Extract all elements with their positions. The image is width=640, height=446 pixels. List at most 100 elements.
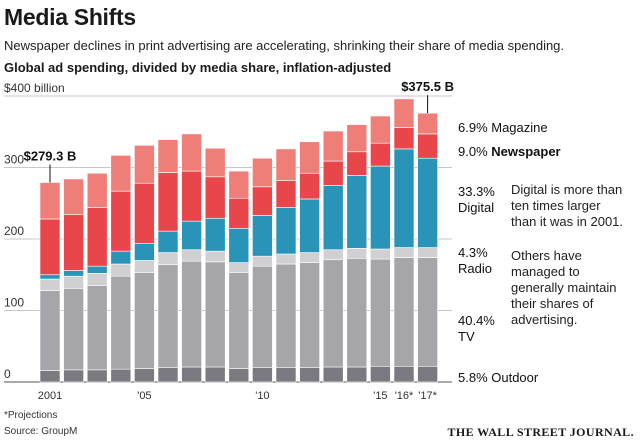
bar-segment-digital: [393, 148, 415, 248]
bar-segment-outdoor: [322, 366, 344, 383]
bar-segment-newspaper: [275, 180, 297, 208]
legend-label: Outdoor: [491, 370, 539, 385]
x-tick-label: '15: [373, 390, 387, 402]
publisher-logo: THE WALL STREET JOURNAL.: [447, 425, 634, 439]
bar-segment-magazine: [299, 141, 320, 174]
bar-segment-outdoor: [370, 365, 391, 383]
bar-segment-outdoor: [299, 367, 320, 383]
bar-segment-tv: [393, 257, 415, 367]
legend-label: TV: [458, 329, 475, 344]
bar-segment-magazine: [39, 182, 61, 220]
bar-segment-tv: [86, 285, 108, 371]
bar-segment-radio: [228, 262, 250, 273]
annotation-line: than it was in 2001.: [511, 214, 623, 229]
bar-segment-newspaper: [252, 186, 273, 216]
bar-segment-tv: [181, 260, 202, 368]
bar-segment-tv: [322, 259, 344, 368]
bar-segment-radio: [275, 253, 297, 265]
bar-segment-radio: [181, 249, 202, 262]
page-subtitle: Newspaper declines in print advertising …: [4, 38, 565, 53]
bar-segment-magazine: [322, 130, 344, 162]
y-tick-label: 0: [4, 367, 11, 381]
bar-segment-magazine: [346, 124, 368, 153]
legend-pct: 4.3%: [458, 245, 488, 260]
bar-segment-tv: [110, 275, 132, 370]
bar-segment-magazine: [393, 98, 415, 128]
bar-segment-digital: [204, 217, 226, 252]
bar-segment-newspaper: [299, 172, 320, 200]
legend-entry: 5.8% Outdoor: [458, 370, 539, 385]
page-title: Media Shifts: [4, 4, 136, 30]
bar-segment-radio: [417, 247, 438, 258]
y-tick-label: 200: [4, 224, 24, 238]
bar-segment-tv: [346, 258, 368, 368]
bar-segment-tv: [157, 264, 179, 368]
bar-segment-digital: [228, 227, 250, 263]
bar-segment-radio: [110, 263, 132, 277]
bar-segment-outdoor: [204, 366, 226, 383]
bar-segment-magazine: [417, 112, 438, 135]
bar-segment-magazine: [110, 155, 132, 192]
bar-segment-digital: [110, 250, 132, 265]
bar-segment-radio: [370, 248, 391, 260]
bar-segment-tv: [204, 261, 226, 368]
bar-segment-radio: [86, 273, 108, 286]
bar-segment-tv: [370, 258, 391, 367]
x-tick-label: '10: [255, 390, 269, 402]
legend-pct: 40.4%: [458, 313, 495, 328]
legend-label: Newspaper: [491, 144, 560, 159]
total-label: $375.5 B: [401, 79, 454, 94]
bar-segment-newspaper: [322, 160, 344, 186]
annotation-line: their shares of: [511, 296, 594, 311]
legend-label: Radio: [458, 261, 492, 276]
bar-segment-newspaper: [228, 197, 250, 229]
bar-segment-outdoor: [86, 369, 108, 383]
bar-segment-tv: [252, 265, 273, 369]
bar-segment-radio: [39, 278, 61, 291]
bar-segment-tv: [134, 272, 155, 369]
annotation-line: Others have: [511, 248, 582, 263]
bar-segment-outdoor: [157, 367, 179, 383]
legend-label: Digital: [458, 200, 494, 215]
annotation-line: Digital is more than: [511, 182, 622, 197]
bar-segment-magazine: [181, 133, 202, 172]
bar-segment-newspaper: [134, 182, 155, 244]
bar-segment-digital: [252, 215, 273, 257]
bar-segment-magazine: [370, 115, 391, 144]
bar-segment-newspaper: [393, 127, 415, 150]
bar-segment-digital: [299, 198, 320, 253]
bar-segment-outdoor: [63, 369, 84, 383]
bar-segment-outdoor: [275, 367, 297, 383]
bar-segment-newspaper: [181, 170, 202, 222]
bar-segment-magazine: [157, 139, 179, 173]
bar-segment-radio: [157, 252, 179, 266]
bar-segment-outdoor: [417, 365, 438, 383]
legend-pct: 9.0%: [458, 144, 491, 159]
bar-segment-tv: [228, 272, 250, 369]
bar-segment-radio: [299, 252, 320, 263]
bar-segment-digital: [86, 265, 108, 274]
bar-segment-digital: [39, 274, 61, 280]
bar-segment-outdoor: [346, 366, 368, 383]
annotation-line: ten times larger: [511, 198, 601, 213]
bar-segment-newspaper: [39, 218, 61, 276]
y-tick-label: 100: [4, 296, 24, 310]
bar-segment-radio: [393, 247, 415, 258]
bar-segment-tv: [417, 257, 438, 367]
chart-title: Global ad spending, divided by media sha…: [4, 60, 392, 75]
annotation-line: managed to: [511, 264, 580, 279]
bar-segment-digital: [370, 165, 391, 250]
bar-segment-magazine: [275, 148, 297, 181]
legend-entry: 6.9% Magazine: [458, 120, 548, 135]
bar-segment-tv: [39, 290, 61, 371]
bar-segment-magazine: [134, 145, 155, 184]
bar-segment-radio: [322, 249, 344, 261]
bar-segment-digital: [134, 242, 155, 261]
bar-segment-outdoor: [39, 370, 61, 383]
total-label: $279.3 B: [24, 149, 77, 164]
bar-segment-magazine: [63, 178, 84, 215]
bar-segment-radio: [204, 250, 226, 263]
bar-segment-digital: [157, 230, 179, 253]
bar-segment-newspaper: [346, 151, 368, 176]
